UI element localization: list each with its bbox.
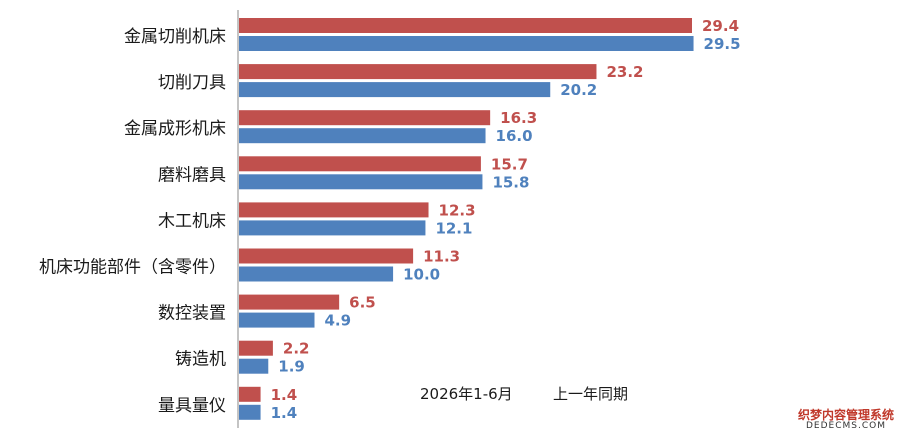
bar-previous — [239, 358, 269, 374]
bar-previous — [239, 266, 394, 282]
category-label: 木工机床 — [158, 211, 226, 231]
bar-previous — [239, 128, 486, 144]
bar-current — [239, 340, 273, 356]
bar-previous — [239, 174, 483, 190]
bar-current — [239, 294, 340, 310]
data-label: 20.2 — [560, 81, 597, 99]
bar-previous — [239, 220, 426, 236]
chart-marks: 金属切削机床 29.429.5 切削刀具 23.2 20.2 金属成形机床 16.316.0… — [39, 17, 741, 422]
bar-current — [239, 156, 481, 172]
bar-current — [239, 64, 597, 80]
data-label: 23.2 — [606, 63, 643, 81]
data-label: 16.3 — [500, 109, 537, 127]
data-label: 15.7 — [491, 155, 528, 173]
bar-previous — [239, 312, 315, 328]
data-label: 1.9 — [278, 358, 305, 376]
data-label: 16.0 — [496, 127, 533, 145]
data-label: 29.4 — [702, 17, 739, 35]
category-label: 金属成形机床 — [124, 119, 226, 139]
data-label: 2.2 — [283, 340, 310, 358]
watermark-title: 织梦内容管理系统 — [797, 407, 894, 422]
category-label: 切削刀具 — [158, 73, 226, 93]
data-label: 10.0 — [403, 266, 440, 284]
data-label: 15.8 — [492, 173, 529, 191]
category-label: 铸造机 — [175, 350, 226, 370]
data-label: 29.5 — [704, 35, 741, 53]
bar-current — [239, 248, 414, 264]
data-label: 4.9 — [325, 312, 352, 330]
data-label: 1.4 — [271, 386, 298, 404]
bar-current — [239, 18, 692, 33]
category-label: 机床功能部件（含零件） — [39, 258, 226, 278]
bar-current — [239, 202, 429, 218]
legend-entry-current: 2026年1-6月 — [420, 385, 513, 403]
bar-previous — [239, 404, 261, 420]
category-label: 金属切削机床 — [124, 27, 226, 47]
watermark-logo: 织梦内容管理系统 DEDECMS.COM — [797, 407, 894, 432]
legend: 2026年1-6月 上一年同期 — [420, 385, 628, 403]
data-label: 6.5 — [349, 294, 376, 312]
data-label: 11.3 — [423, 248, 460, 266]
legend-entry-previous: 上一年同期 — [553, 385, 628, 403]
bar-current — [239, 386, 261, 402]
category-label: 数控装置 — [158, 304, 226, 324]
category-label: 磨料磨具 — [158, 165, 226, 185]
bar-previous — [239, 82, 551, 98]
data-label: 1.4 — [271, 404, 298, 422]
bar-previous — [239, 36, 694, 51]
category-label: 量具量仪 — [158, 396, 226, 416]
data-label: 12.3 — [439, 201, 476, 219]
bar-current — [239, 110, 491, 126]
data-label: 12.1 — [435, 219, 472, 237]
watermark-domain: DEDECMS.COM — [805, 421, 886, 432]
